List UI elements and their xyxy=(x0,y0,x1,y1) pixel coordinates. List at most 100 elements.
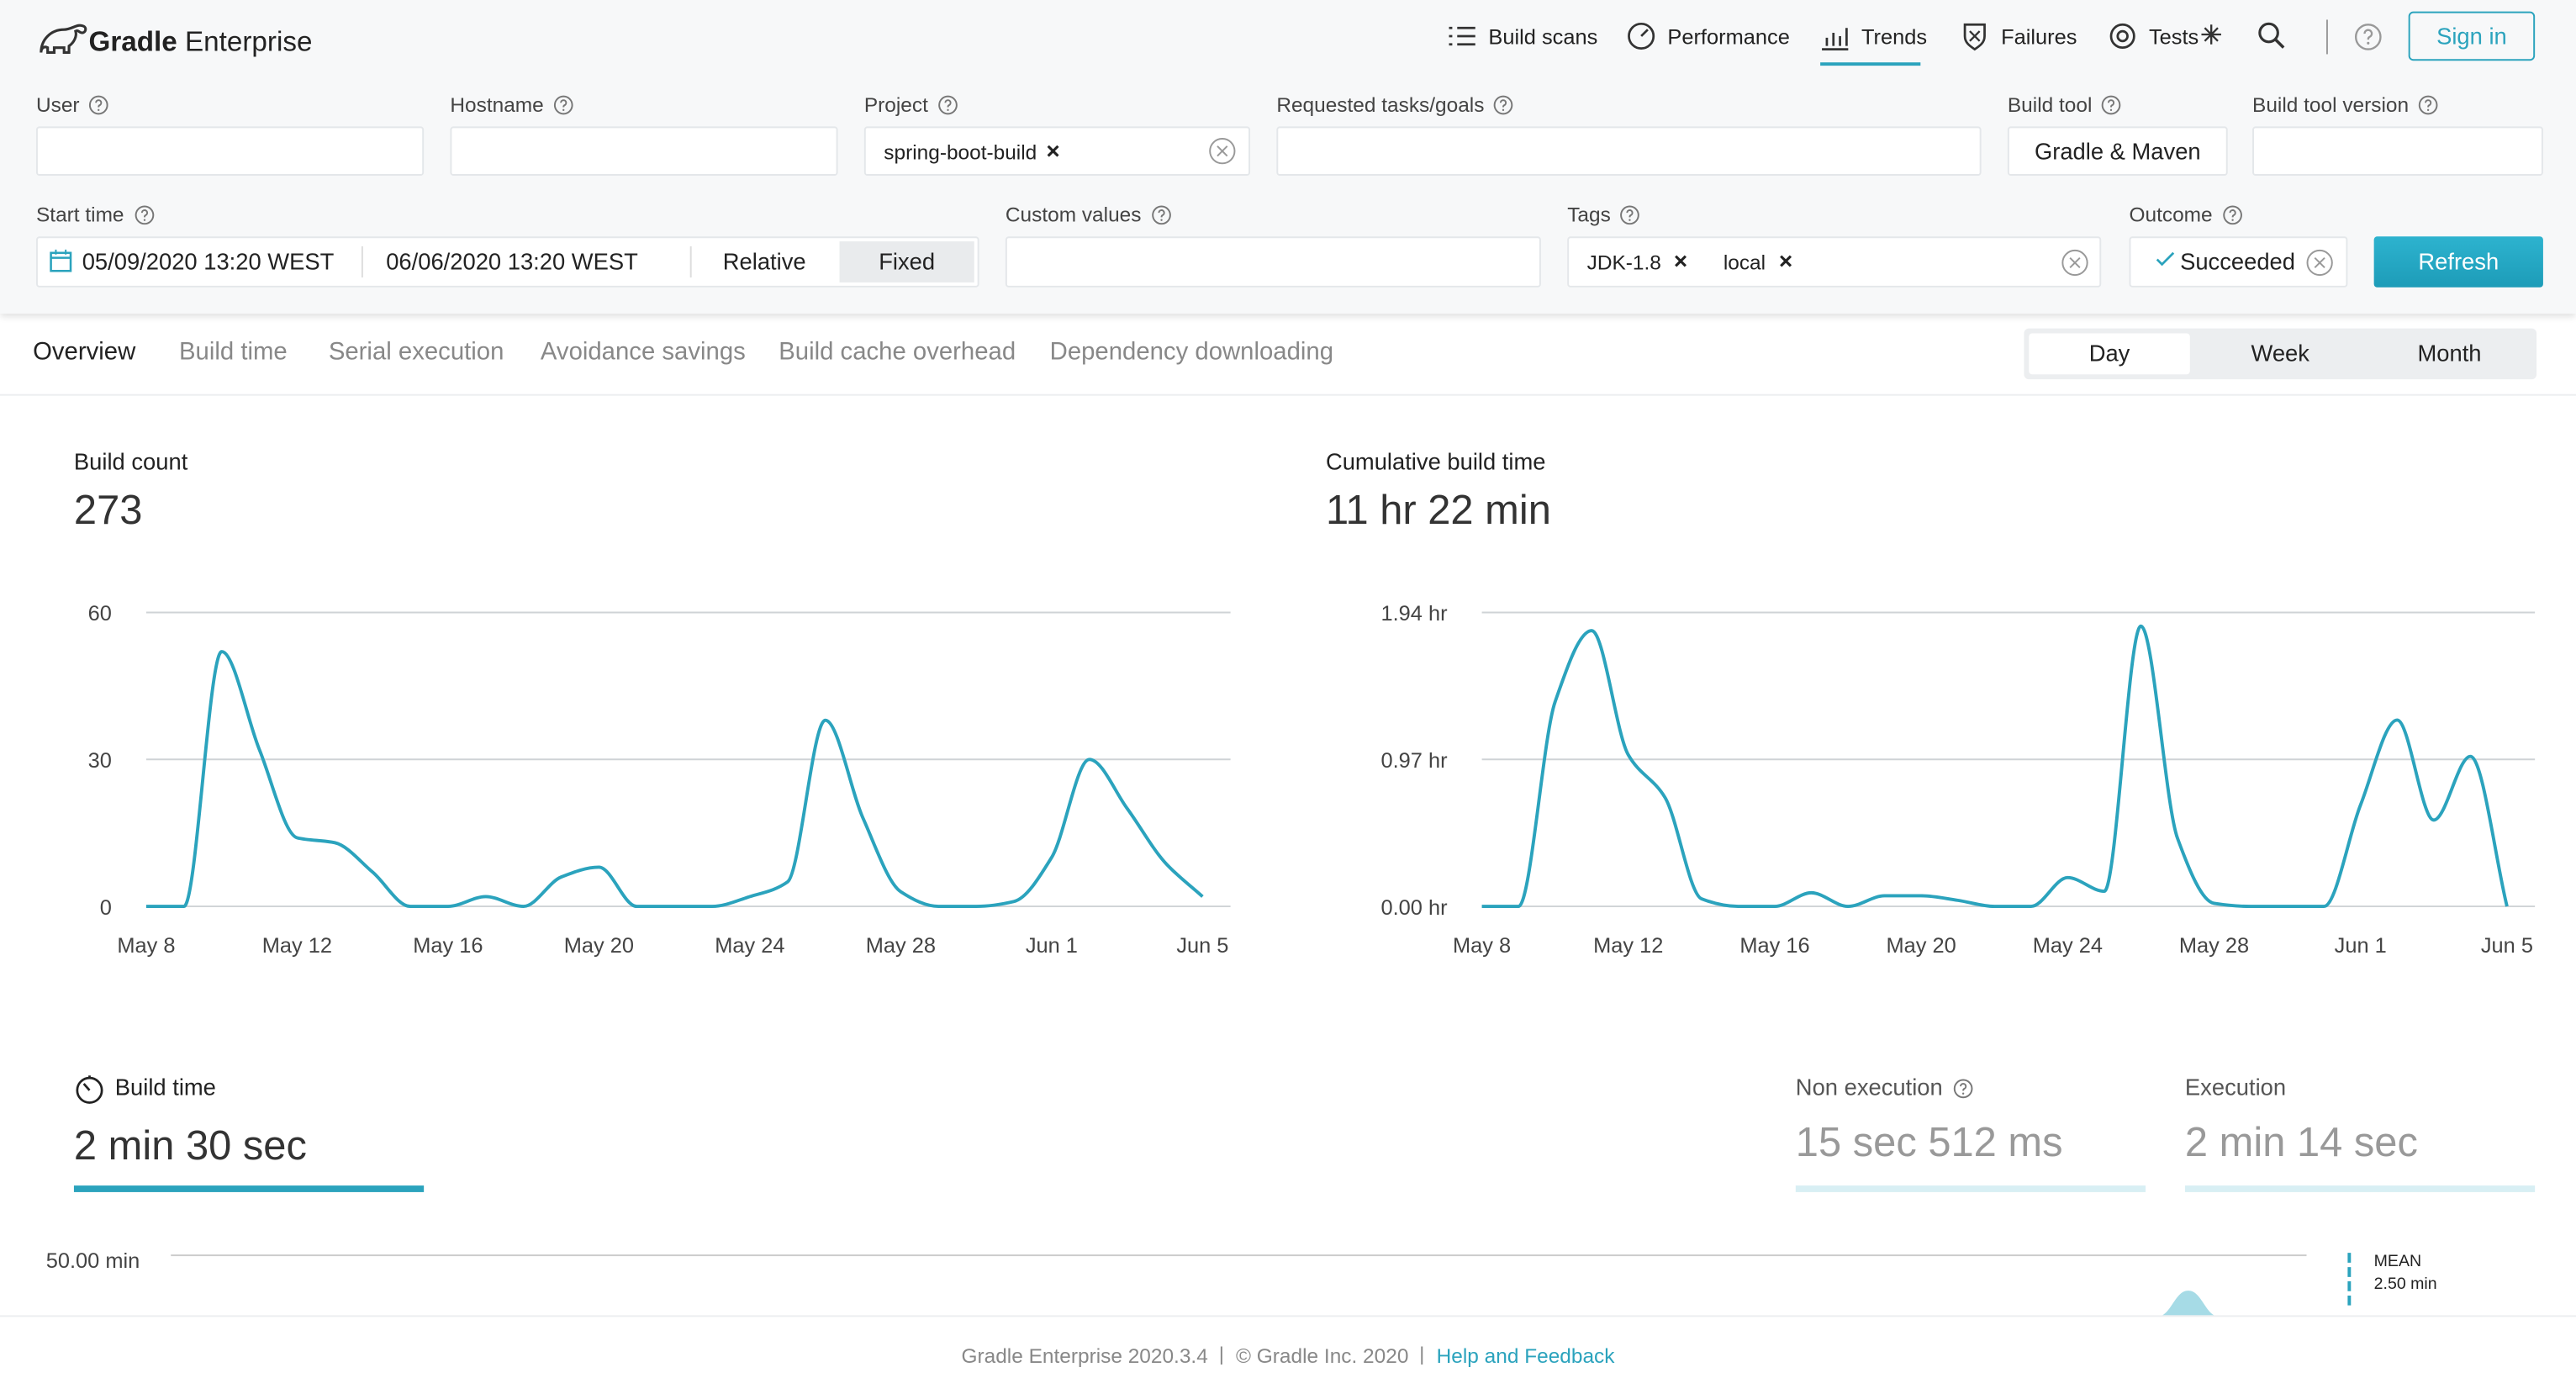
x-tick-label: May 24 xyxy=(715,934,784,958)
path xyxy=(1963,23,1986,51)
help-glyph xyxy=(2419,95,2438,115)
period-option[interactable]: Week xyxy=(2251,340,2309,367)
label-text: Build tool version xyxy=(2252,93,2410,117)
icon xyxy=(1628,22,1655,50)
relative-toggle[interactable]: Relative xyxy=(722,247,806,275)
mean-label: MEAN xyxy=(2373,1253,2422,1271)
project-chip: spring-boot-build xyxy=(872,136,1072,170)
hostname-input[interactable] xyxy=(450,126,838,176)
tab[interactable]: Build time xyxy=(178,338,288,367)
y-tick-label: 0 xyxy=(100,896,112,920)
help-icon[interactable] xyxy=(2419,95,2438,115)
x-tick-label: Jun 5 xyxy=(2481,934,2533,958)
refresh-button[interactable]: Refresh xyxy=(2373,236,2543,288)
help-icon[interactable] xyxy=(1620,205,1640,225)
path xyxy=(40,24,87,55)
sign-in-button[interactable]: Sign in xyxy=(2408,11,2536,61)
fixed-toggle[interactable]: Fixed xyxy=(839,241,974,282)
outcome-value: Succeeded xyxy=(2180,247,2295,275)
build-time-value: 2 min 30 sec xyxy=(73,1122,307,1169)
tab[interactable]: Serial execution xyxy=(328,338,504,367)
clear-icon[interactable] xyxy=(2060,248,2089,286)
help-icon[interactable] xyxy=(134,205,154,225)
remove-icon[interactable] xyxy=(1037,143,1059,160)
nav-link[interactable]: Build scans xyxy=(1488,24,1598,50)
path xyxy=(140,209,148,218)
x-tick-label: May 12 xyxy=(262,934,332,958)
field-label: Custom values xyxy=(1006,203,1171,227)
tasks-input[interactable] xyxy=(1276,126,1982,176)
circle xyxy=(947,108,949,112)
tab[interactable]: Avoidance savings xyxy=(540,338,746,367)
distribution-shape xyxy=(2158,1291,2219,1317)
date-range[interactable] xyxy=(35,236,979,288)
path xyxy=(2158,1291,2219,1317)
metric-label[interactable]: Non execution xyxy=(1795,1074,1972,1101)
help-icon[interactable] xyxy=(1151,205,1171,225)
x-tick-label: May 8 xyxy=(117,934,175,958)
nav-link[interactable]: Tests xyxy=(2148,24,2199,50)
tag-chip: JDK-1.8 xyxy=(1575,245,1699,280)
help-glyph xyxy=(1494,95,1514,115)
circle xyxy=(2110,108,2114,112)
circle xyxy=(89,95,109,115)
help-icon[interactable] xyxy=(2102,95,2122,115)
label-text: Outcome xyxy=(2129,203,2213,227)
circle xyxy=(2116,29,2129,43)
path xyxy=(2425,99,2432,108)
help-icon[interactable] xyxy=(89,95,109,115)
y-tick-label: 50.00 min xyxy=(45,1248,140,1273)
nav-link[interactable]: Failures xyxy=(2001,24,2077,50)
help-icon[interactable] xyxy=(1952,1077,1972,1099)
path xyxy=(1047,145,1059,157)
tab-active[interactable]: Overview xyxy=(33,338,136,367)
icon xyxy=(2201,24,2221,45)
x-tick-label: May 28 xyxy=(2179,934,2249,958)
tab[interactable]: Dependency downloading xyxy=(1049,338,1334,367)
label-text: Project xyxy=(863,93,928,117)
clear-icon[interactable] xyxy=(2305,248,2335,286)
help-icon[interactable] xyxy=(937,95,958,115)
label-text: Non execution xyxy=(1795,1074,1943,1101)
circle xyxy=(1628,22,1655,50)
help-icon[interactable] xyxy=(553,95,573,115)
help-icon[interactable] xyxy=(1494,95,1514,115)
help-icon[interactable] xyxy=(2222,205,2242,225)
help-glyph xyxy=(89,95,109,115)
period-option[interactable]: Month xyxy=(2417,340,2482,367)
user-input[interactable] xyxy=(35,126,425,176)
line xyxy=(2274,38,2285,49)
search-icon[interactable] xyxy=(2257,21,2287,50)
footer xyxy=(0,1315,2576,1399)
remove-icon[interactable] xyxy=(1661,253,1687,270)
version: Gradle Enterprise 2020.3.4 xyxy=(961,1344,1208,1368)
line xyxy=(82,1083,91,1091)
path xyxy=(95,99,103,108)
label-text: Requested tasks/goals xyxy=(1276,93,1485,117)
nav-link[interactable]: Performance xyxy=(1667,24,1790,50)
chart-summary: 273 xyxy=(73,488,143,534)
chart-title: Build count xyxy=(73,448,188,475)
tab[interactable]: Build cache overhead xyxy=(779,338,1016,367)
path xyxy=(560,99,567,108)
y-tick-label: 1.94 hr xyxy=(1381,602,1449,626)
date-from[interactable]: 05/09/2020 13:20 WEST xyxy=(82,247,335,275)
field-label: Project xyxy=(863,93,958,117)
metric-label[interactable]: Execution xyxy=(2184,1074,2287,1101)
custom-values-input[interactable] xyxy=(1005,236,1541,288)
period-option[interactable]: Day xyxy=(2088,340,2130,367)
circle xyxy=(562,108,565,112)
x-tick-label: May 20 xyxy=(1887,934,1956,958)
remove-icon[interactable] xyxy=(1766,253,1792,270)
circle xyxy=(2367,41,2370,45)
x-tick-label: May 28 xyxy=(866,934,936,958)
clear-icon[interactable] xyxy=(1207,136,1237,174)
nav-link[interactable]: Trends xyxy=(1861,24,1928,50)
version-input[interactable] xyxy=(2252,126,2543,176)
line-series xyxy=(1481,624,2509,909)
help-link[interactable]: Help and Feedback xyxy=(1436,1344,1615,1368)
help-icon[interactable] xyxy=(2354,23,2382,50)
date-to[interactable]: 06/06/2020 13:20 WEST xyxy=(386,247,638,275)
build-tool-select[interactable]: Gradle & Maven xyxy=(2007,126,2228,176)
